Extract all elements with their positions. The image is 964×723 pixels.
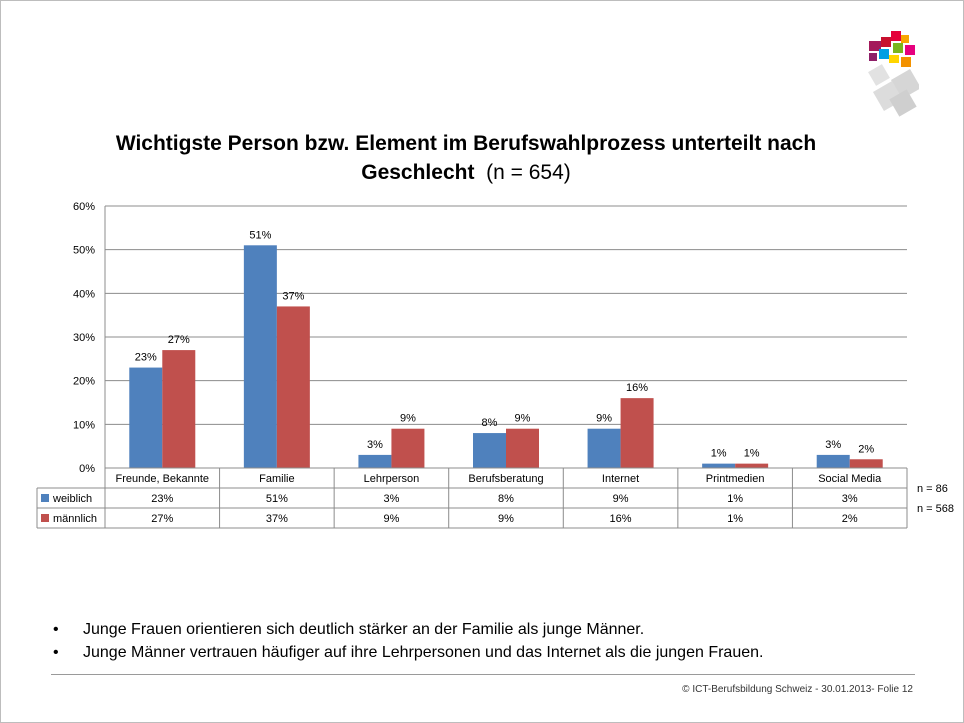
y-tick-label: 20% [73, 376, 95, 388]
bar [849, 459, 883, 468]
data-label: 3% [825, 439, 841, 451]
bar [162, 350, 196, 468]
sample-size-label: n = 568 [917, 503, 954, 515]
data-label: 9% [515, 413, 531, 425]
bar [702, 463, 736, 468]
footer-divider [51, 674, 915, 675]
table-cell: 16% [610, 513, 632, 525]
x-category-label: Printmedien [706, 473, 765, 485]
bar [129, 367, 163, 468]
data-label: 2% [858, 443, 874, 455]
table-cell: 23% [151, 493, 173, 505]
table-cell: 51% [266, 493, 288, 505]
y-tick-label: 30% [73, 332, 95, 344]
data-label: 8% [482, 417, 498, 429]
bullet-dot: • [53, 621, 59, 638]
y-tick-label: 10% [73, 419, 95, 431]
bullet-item: • Junge Männer vertrauen häufiger auf ih… [53, 641, 913, 664]
bar [735, 463, 769, 468]
bullet-dot: • [53, 644, 59, 661]
ict-logo-icon [868, 31, 919, 117]
table-cell: 1% [727, 493, 743, 505]
bar [473, 433, 506, 468]
bar [358, 454, 392, 468]
legend-label: männlich [53, 513, 97, 525]
x-category-label: Lehrperson [364, 473, 420, 485]
sample-size-label: n = 86 [917, 483, 948, 495]
legend-swatch [41, 494, 49, 502]
data-label: 51% [249, 229, 271, 241]
data-label: 1% [744, 448, 760, 460]
bar [243, 245, 277, 468]
table-cell: 9% [498, 513, 514, 525]
bar-chart: 0% 10% 20% 30% 40% 50% 60% 23% 27% 51% 37% 3% 9% 8% 9%… [36, 201, 954, 529]
bar [816, 454, 850, 468]
bar [587, 428, 621, 468]
chart-title: Wichtigste Person bzw. Element im Berufs… [61, 129, 871, 187]
bar [391, 428, 425, 468]
data-label: 27% [168, 334, 190, 346]
x-category-label: Social Media [818, 473, 882, 485]
data-label: 37% [282, 290, 304, 302]
bullet-list: • Junge Frauen orientieren sich deutlich… [53, 618, 913, 664]
bullet-text: Junge Männer vertrauen häufiger auf ihre… [83, 644, 764, 661]
y-tick-label: 60% [73, 201, 95, 213]
bar [506, 428, 539, 468]
table-cell: 27% [151, 513, 173, 525]
data-label: 9% [596, 413, 612, 425]
chart-title-text: Wichtigste Person bzw. Element im Berufs… [115, 132, 817, 184]
bullet-text: Junge Frauen orientieren sich deutlich s… [83, 621, 645, 638]
table-cell: 8% [498, 493, 514, 505]
footer-text: © ICT-Berufsbildung Schweiz - 30.01.2013… [682, 684, 913, 695]
legend-swatch [41, 514, 49, 522]
bar [620, 398, 654, 468]
bar [276, 306, 310, 468]
y-tick-label: 50% [73, 245, 95, 257]
data-label: 9% [400, 413, 416, 425]
y-tick-label: 40% [73, 288, 95, 300]
table-cell: 9% [613, 493, 629, 505]
x-category-label: Freunde, Bekannte [115, 473, 209, 485]
legend-label: weiblich [52, 493, 92, 505]
data-label: 16% [626, 382, 648, 394]
table-cell: 1% [727, 513, 743, 525]
x-category-label: Familie [259, 473, 294, 485]
bullet-item: • Junge Frauen orientieren sich deutlich… [53, 618, 913, 641]
table-cell: 2% [842, 513, 858, 525]
table-cell: 37% [266, 513, 288, 525]
x-category-label: Internet [602, 473, 639, 485]
y-tick-label: 0% [79, 463, 95, 475]
table-cell: 3% [842, 493, 858, 505]
x-category-label: Berufsberatung [468, 473, 543, 485]
data-label: 23% [135, 352, 157, 364]
table-cell: 3% [383, 493, 399, 505]
chart-title-n: (n = 654) [486, 161, 571, 184]
table-cell: 9% [383, 513, 399, 525]
data-label: 1% [711, 448, 727, 460]
data-label: 3% [367, 439, 383, 451]
